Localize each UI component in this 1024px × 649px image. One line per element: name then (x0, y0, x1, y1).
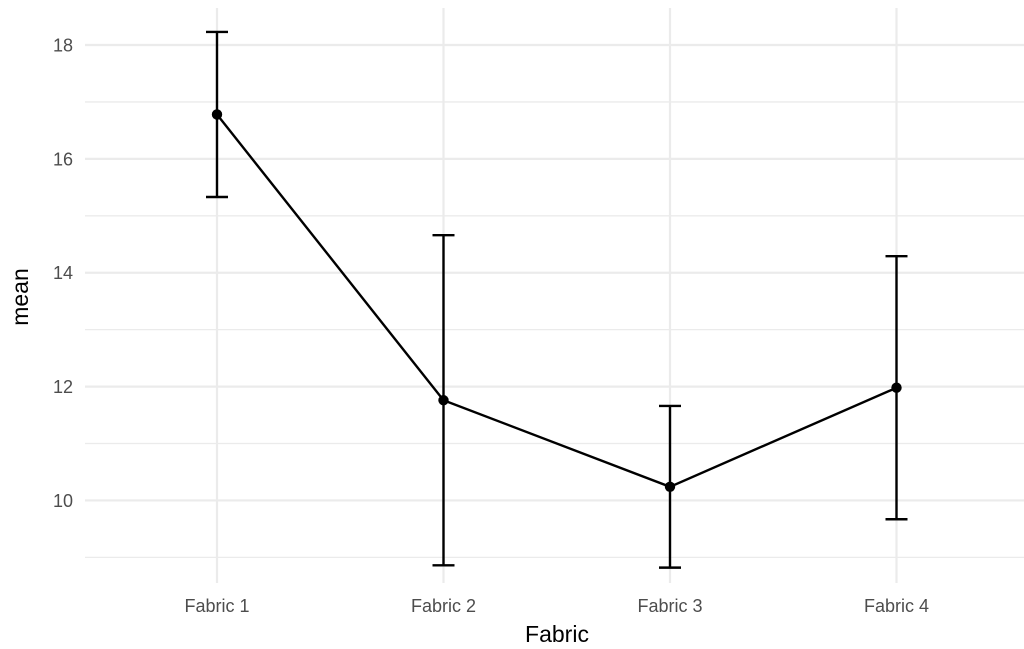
data-point (891, 382, 902, 393)
x-tick-label: Fabric 2 (411, 596, 476, 616)
grid (85, 8, 1024, 583)
y-tick-label: 10 (53, 491, 73, 511)
y-tick-label: 18 (53, 36, 73, 56)
y-axis-ticks: 10 12 14 16 18 (53, 36, 73, 511)
x-tick-label: Fabric 3 (637, 596, 702, 616)
error-bars (206, 30, 908, 569)
data-points (211, 109, 902, 492)
y-tick-label: 14 (53, 263, 73, 283)
data-point (438, 395, 449, 406)
x-axis-ticks: Fabric 1 Fabric 2 Fabric 3 Fabric 4 (184, 596, 929, 616)
data-point (664, 481, 676, 492)
y-tick-label: 12 (53, 377, 73, 397)
y-axis-title: mean (7, 268, 33, 326)
x-axis-title: Fabric (525, 621, 589, 647)
x-tick-label: Fabric 4 (864, 596, 929, 616)
y-tick-label: 16 (53, 149, 73, 169)
x-tick-label: Fabric 1 (184, 596, 249, 616)
data-point (211, 109, 223, 120)
series-line (216, 113, 897, 489)
